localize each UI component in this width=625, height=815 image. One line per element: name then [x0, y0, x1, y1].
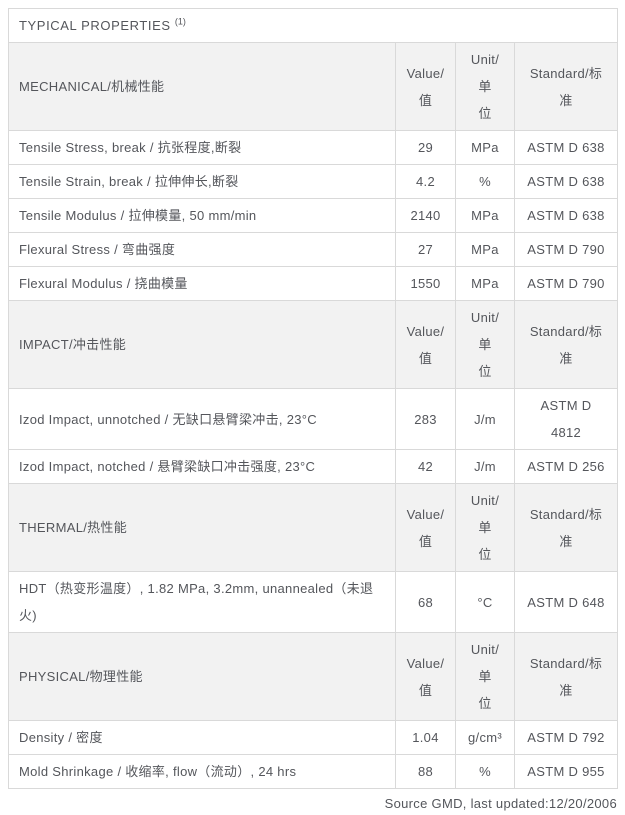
value-cell: 42 [395, 449, 456, 484]
table-row: Izod Impact, unnotched / 无缺口悬臂梁冲击, 23°C … [8, 388, 619, 450]
column-header-unit: Unit/单 位 [455, 300, 515, 389]
unit-cell: % [455, 164, 515, 199]
table-row: Mold Shrinkage / 收缩率, flow（流动）, 24 hrs 8… [8, 754, 619, 789]
standard-cell: ASTM D 4812 [513, 388, 619, 450]
section-header-mechanical: MECHANICAL/机械性能 Value/ 值 Unit/单 位 Standa… [8, 42, 619, 131]
property-cell: Mold Shrinkage / 收缩率, flow（流动）, 24 hrs [8, 754, 396, 789]
value-cell: 27 [395, 232, 456, 267]
datasheet-page: TYPICAL PROPERTIES (1) MECHANICAL/机械性能 V… [7, 8, 619, 811]
unit-cell: MPa [455, 130, 515, 165]
unit-cell: % [455, 754, 515, 789]
section-name: IMPACT/冲击性能 [8, 300, 396, 389]
table-row: Izod Impact, notched / 悬臂梁缺口冲击强度, 23°C 4… [8, 449, 619, 484]
table-title-row: TYPICAL PROPERTIES (1) [7, 8, 619, 43]
value-cell: 283 [395, 388, 456, 450]
property-cell: Flexural Stress / 弯曲强度 [8, 232, 396, 267]
property-cell: HDT（热变形温度）, 1.82 MPa, 3.2mm, unannealed（… [8, 571, 396, 633]
value-cell: 4.2 [395, 164, 456, 199]
table-title-footnote-ref: (1) [174, 16, 186, 27]
table-row: Tensile Modulus / 拉伸模量, 50 mm/min 2140 M… [8, 198, 619, 233]
property-cell: Izod Impact, notched / 悬臂梁缺口冲击强度, 23°C [8, 449, 396, 484]
standard-cell: ASTM D 790 [513, 232, 619, 267]
property-cell: Tensile Strain, break / 拉伸伸长,断裂 [8, 164, 396, 199]
typical-properties-table: TYPICAL PROPERTIES (1) MECHANICAL/机械性能 V… [7, 8, 619, 789]
standard-cell: ASTM D 955 [513, 754, 619, 789]
column-header-value: Value/ 值 [395, 42, 456, 131]
table-row: Flexural Modulus / 挠曲模量 1550 MPa ASTM D … [8, 266, 619, 301]
standard-cell: ASTM D 638 [513, 198, 619, 233]
standard-cell: ASTM D 638 [513, 164, 619, 199]
value-cell: 29 [395, 130, 456, 165]
value-cell: 2140 [395, 198, 456, 233]
standard-cell: ASTM D 648 [513, 571, 619, 633]
section-name: MECHANICAL/机械性能 [8, 42, 396, 131]
table-row: Tensile Stress, break / 抗张程度,断裂 29 MPa A… [8, 130, 619, 165]
unit-cell: MPa [455, 232, 515, 267]
column-header-value: Value/ 值 [395, 483, 456, 572]
property-cell: Tensile Stress, break / 抗张程度,断裂 [8, 130, 396, 165]
column-header-unit: Unit/单 位 [455, 42, 515, 131]
unit-cell: °C [455, 571, 515, 633]
table-title-cell: TYPICAL PROPERTIES (1) [7, 8, 619, 43]
property-cell: Izod Impact, unnotched / 无缺口悬臂梁冲击, 23°C [8, 388, 396, 450]
value-cell: 1550 [395, 266, 456, 301]
source-note: Source GMD, last updated:12/20/2006 [384, 796, 617, 811]
unit-cell: J/m [455, 449, 515, 484]
unit-cell: g/cm³ [455, 720, 515, 755]
section-name: THERMAL/热性能 [8, 483, 396, 572]
table-row: Density / 密度 1.04 g/cm³ ASTM D 792 [8, 720, 619, 755]
value-cell: 68 [395, 571, 456, 633]
section-header-impact: IMPACT/冲击性能 Value/ 值 Unit/单 位 Standard/标… [8, 300, 619, 389]
section-header-thermal: THERMAL/热性能 Value/ 值 Unit/单 位 Standard/标… [8, 483, 619, 572]
table-row: HDT（热变形温度）, 1.82 MPa, 3.2mm, unannealed（… [8, 571, 619, 633]
column-header-standard: Standard/标 准 [513, 483, 619, 572]
unit-cell: MPa [455, 266, 515, 301]
table-row: Tensile Strain, break / 拉伸伸长,断裂 4.2 % AS… [8, 164, 619, 199]
column-header-unit: Unit/单 位 [455, 483, 515, 572]
property-cell: Density / 密度 [8, 720, 396, 755]
value-cell: 1.04 [395, 720, 456, 755]
unit-cell: MPa [455, 198, 515, 233]
standard-cell: ASTM D 256 [513, 449, 619, 484]
property-cell: Flexural Modulus / 挠曲模量 [8, 266, 396, 301]
standard-cell: ASTM D 790 [513, 266, 619, 301]
standard-cell: ASTM D 638 [513, 130, 619, 165]
column-header-standard: Standard/标 准 [513, 42, 619, 131]
value-cell: 88 [395, 754, 456, 789]
property-cell: Tensile Modulus / 拉伸模量, 50 mm/min [8, 198, 396, 233]
table-row: Flexural Stress / 弯曲强度 27 MPa ASTM D 790 [8, 232, 619, 267]
column-header-standard: Standard/标 准 [513, 300, 619, 389]
standard-cell: ASTM D 792 [513, 720, 619, 755]
column-header-value: Value/ 值 [395, 300, 456, 389]
unit-cell: J/m [455, 388, 515, 450]
table-title: TYPICAL PROPERTIES [19, 18, 175, 33]
